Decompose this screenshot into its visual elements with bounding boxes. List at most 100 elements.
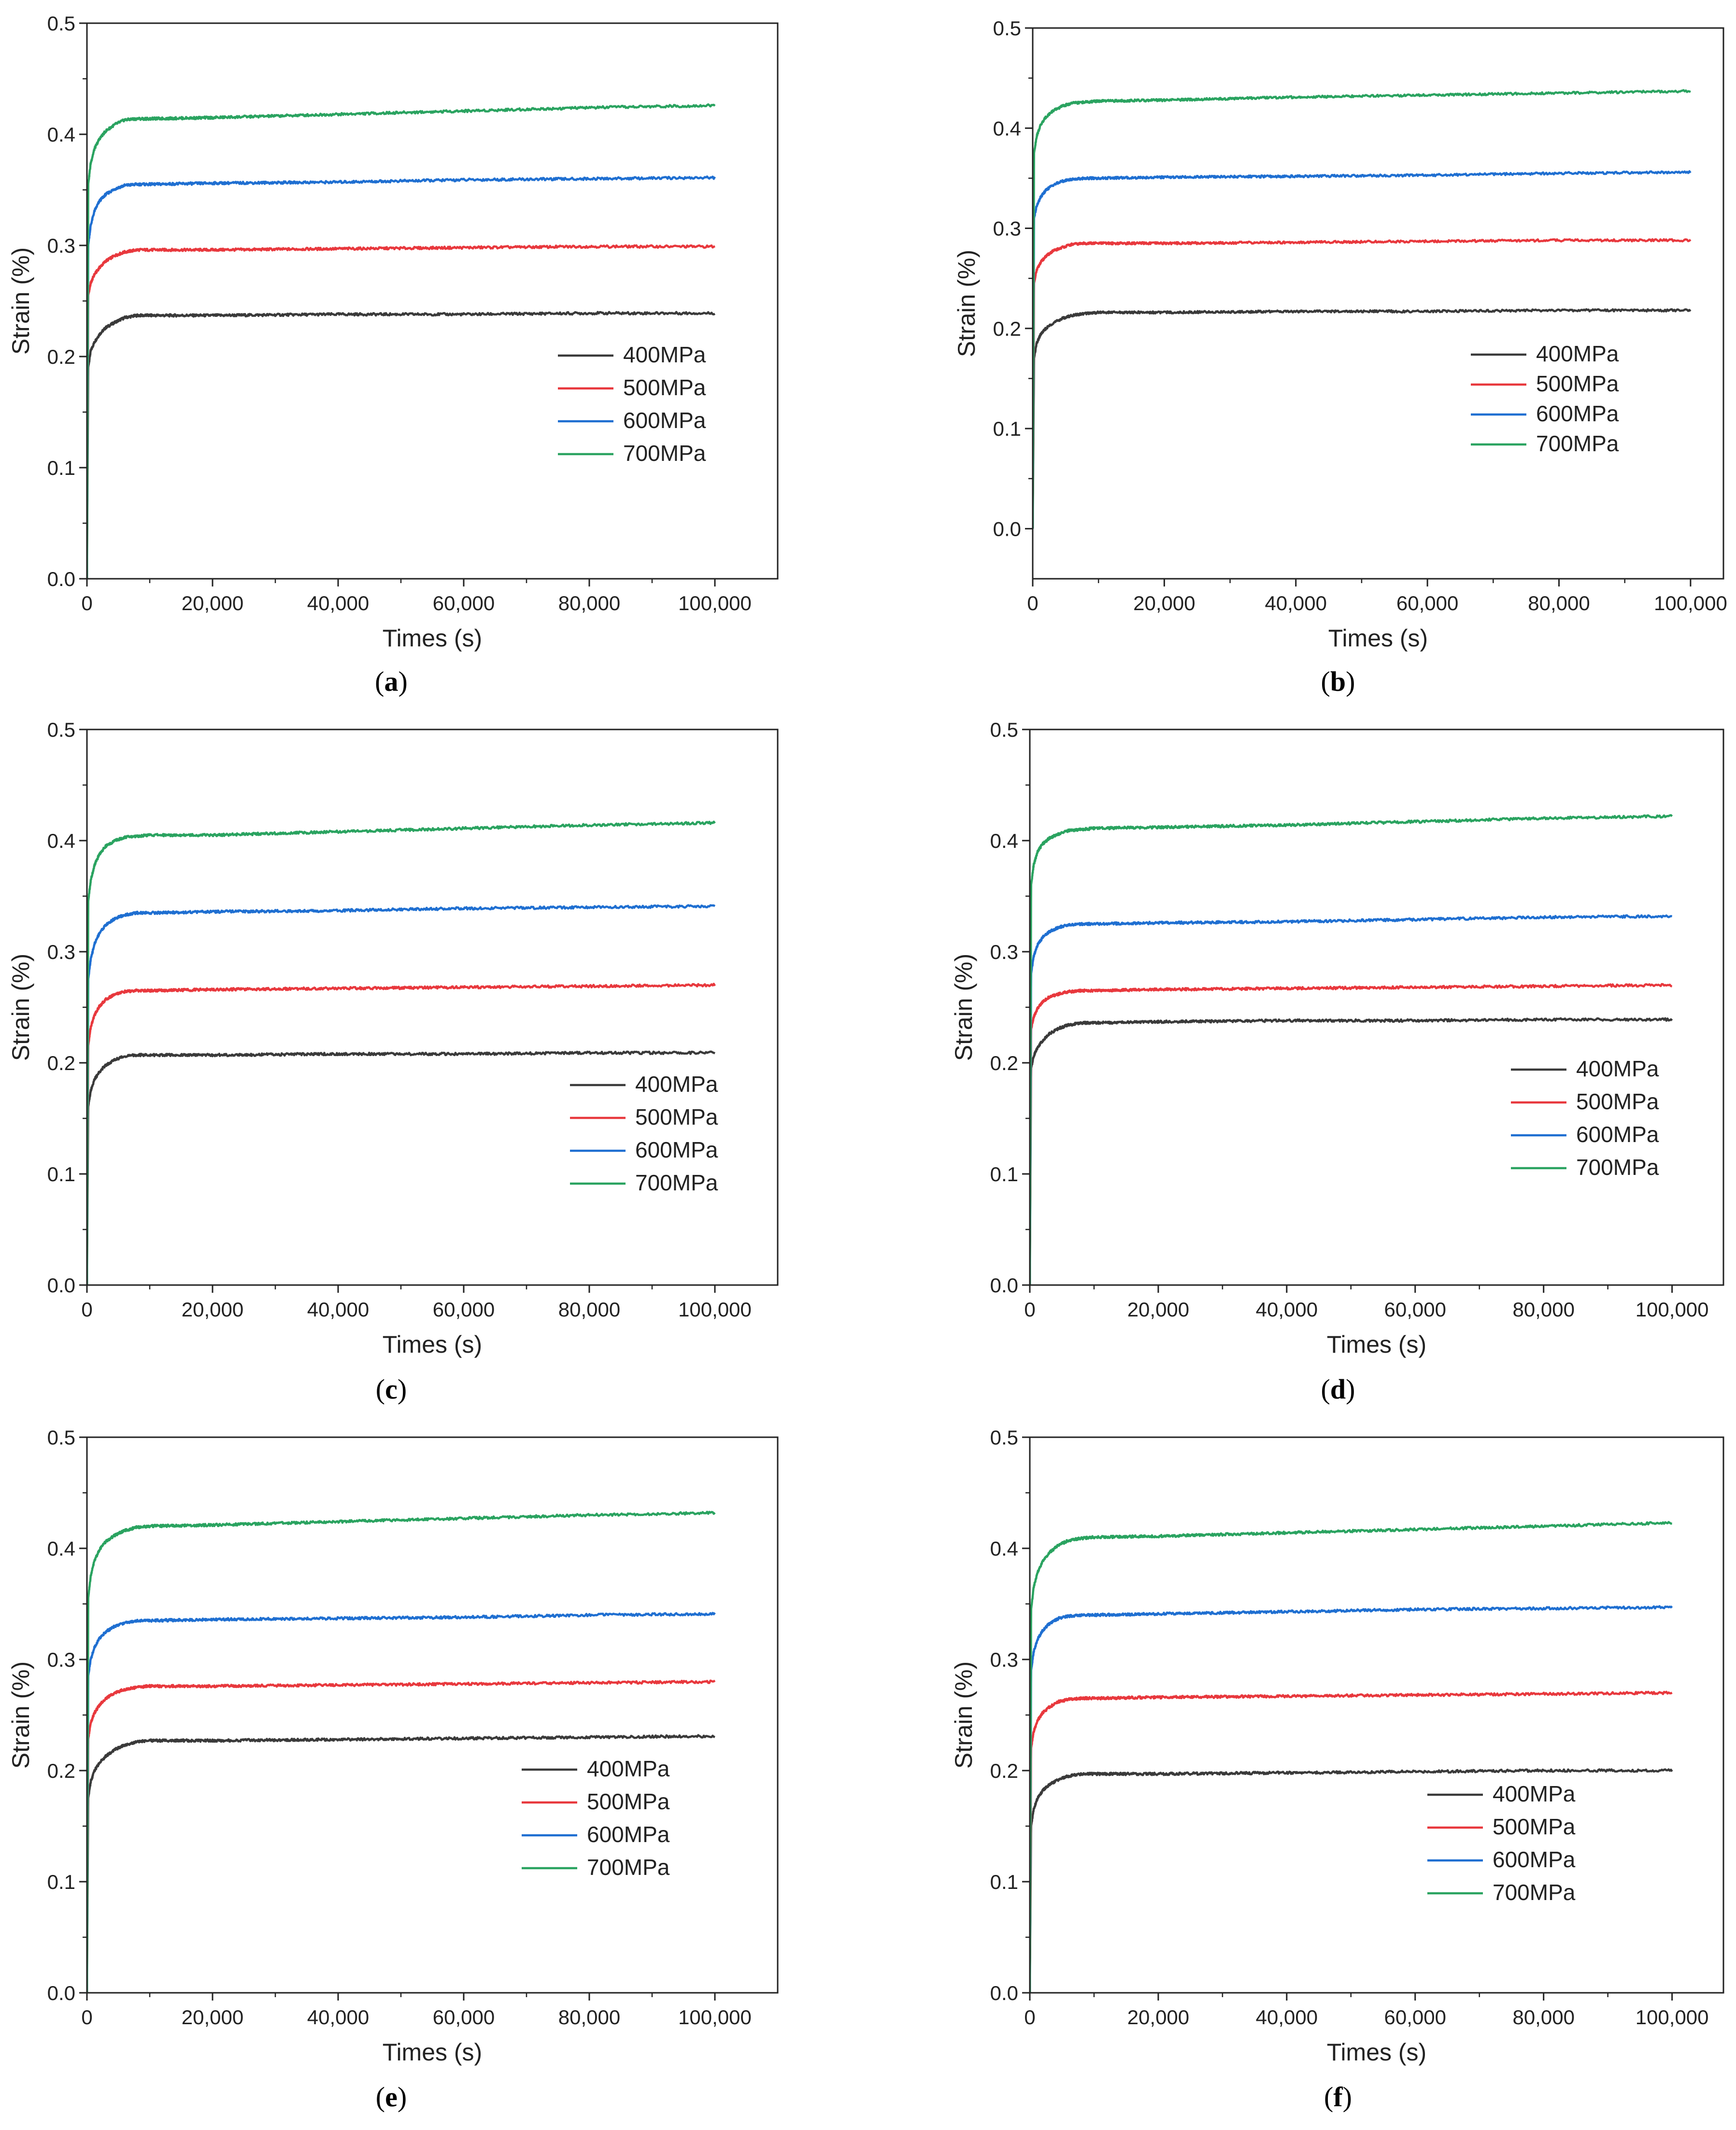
caption-letter: e	[385, 2081, 398, 2113]
series-group	[1033, 89, 1692, 529]
legend-label: 700MPa	[587, 1855, 670, 1880]
legend: 400MPa 500MPa 600MPa 700MPa	[522, 1756, 670, 1880]
caption-open-paren: (	[376, 2081, 385, 2113]
y-tick-label: 0.4	[47, 1537, 75, 1560]
x-tick-label: 20,000	[182, 1298, 243, 1321]
y-tick-label: 0.4	[990, 1537, 1018, 1560]
plot-frame	[1029, 729, 1724, 1286]
x-tick-label: 60,000	[1384, 2006, 1446, 2029]
chart-panel-a: 0 20,000 40,000 60,000 80,000 100,000 0.0 0.1 0.…	[7, 12, 779, 697]
y-tick-label: 0.5	[47, 12, 75, 35]
y-tick-label: 0.5	[990, 1426, 1018, 1449]
y-tick-label: 0.3	[990, 1648, 1018, 1671]
legend: 400MPa 500MPa 600MPa 700MPa	[1471, 341, 1619, 456]
y-tick-label: 0.1	[993, 417, 1021, 440]
x-tick-label: 60,000	[1396, 592, 1458, 615]
x-tick-label: 40,000	[1265, 592, 1327, 615]
legend-label: 600MPa	[623, 408, 706, 433]
y-axis-title: Strain (%)	[7, 247, 34, 355]
caption-letter: b	[1330, 666, 1346, 697]
legend-label: 500MPa	[587, 1789, 670, 1814]
x-tick-label: 100,000	[1654, 592, 1727, 615]
x-tick-label: 100,000	[678, 2006, 752, 2029]
legend-label: 400MPa	[623, 342, 706, 367]
y-tick-label: 0.4	[47, 829, 75, 852]
y-axis-title: Strain (%)	[950, 1661, 977, 1769]
series-line-600MPa	[87, 175, 716, 579]
y-tick-label: 0.2	[990, 1759, 1018, 1782]
series-line-400MPa	[1033, 308, 1692, 529]
series-group	[87, 103, 716, 579]
x-axis-title: Times (s)	[1327, 2039, 1426, 2066]
legend: 400MPa 500MPa 600MPa 700MPa	[1427, 1781, 1576, 1905]
chart-panel-e: 0 20,000 40,000 60,000 80,000 100,000 0.0 0.1 0.…	[7, 1426, 779, 2113]
y-tick-label: 0.0	[993, 517, 1021, 540]
caption-close-paren: )	[398, 1373, 407, 1405]
series-line-500MPa	[1033, 238, 1692, 529]
caption-letter: c	[385, 1373, 398, 1405]
x-axis-title: Times (s)	[383, 2039, 482, 2066]
y-tick-label: 0.0	[47, 1274, 75, 1297]
y-axis-title: Strain (%)	[953, 250, 980, 357]
chart-panel-f: 0 20,000 40,000 60,000 80,000 100,000 0.0 0.1 0.…	[950, 1426, 1724, 2113]
x-tick-label: 80,000	[1512, 1298, 1574, 1321]
y-tick-label: 0.3	[47, 941, 75, 963]
x-tick-label: 80,000	[558, 1298, 620, 1321]
caption-open-paren: (	[375, 666, 384, 697]
y-tick-label: 0.1	[47, 1871, 75, 1893]
series-line-500MPa	[87, 1679, 716, 1993]
plot-frame	[86, 729, 779, 1286]
x-tick-label: 20,000	[1133, 592, 1195, 615]
panel-caption: (e)	[376, 2081, 407, 2113]
x-axis-title: Times (s)	[383, 1331, 482, 1358]
legend-label: 600MPa	[587, 1822, 670, 1847]
y-axis-title: Strain (%)	[7, 1661, 34, 1769]
caption-letter: d	[1330, 1373, 1346, 1405]
legend-label: 600MPa	[1493, 1847, 1576, 1872]
plot-frame	[86, 1436, 779, 1994]
y-tick-label: 0.1	[990, 1871, 1018, 1893]
series-line-700MPa	[1033, 89, 1691, 529]
legend-label: 700MPa	[1576, 1155, 1659, 1180]
legend-label: 500MPa	[635, 1104, 718, 1129]
x-axis-title: Times (s)	[1327, 1331, 1426, 1358]
x-tick-label: 100,000	[1636, 2006, 1709, 2029]
legend: 400MPa 500MPa 600MPa 700MPa	[570, 1072, 718, 1195]
y-tick-label: 0.4	[993, 117, 1021, 140]
y-tick-label: 0.2	[993, 317, 1021, 340]
caption-letter: a	[384, 666, 398, 697]
legend-label: 600MPa	[635, 1137, 718, 1162]
x-tick-label: 40,000	[307, 592, 369, 615]
series-line-700MPa	[87, 820, 716, 1285]
series-line-500MPa	[1030, 1690, 1673, 1993]
x-tick-label: 80,000	[1512, 2006, 1574, 2029]
x-axis-title: Times (s)	[1328, 625, 1428, 652]
x-tick-label: 100,000	[1636, 1298, 1709, 1321]
series-line-400MPa	[1030, 1768, 1673, 1993]
x-tick-label: 60,000	[1384, 1298, 1446, 1321]
y-tick-label: 0.2	[47, 1759, 75, 1782]
x-tick-label: 0	[1027, 592, 1038, 615]
x-tick-label: 0	[81, 1298, 92, 1321]
x-tick-label: 0	[81, 592, 92, 615]
legend-label: 600MPa	[1576, 1122, 1659, 1147]
y-tick-label: 0.2	[47, 345, 75, 368]
chart-panel-c: 0 20,000 40,000 60,000 80,000 100,000 0.0 0.1 0.…	[7, 718, 779, 1405]
chart-panel-b: 0 20,000 40,000 60,000 80,000 100,000 0.0 0.1 0.…	[953, 17, 1727, 697]
x-tick-label: 40,000	[1256, 2006, 1318, 2029]
x-tick-label: 0	[81, 2006, 92, 2029]
legend-label: 600MPa	[1536, 401, 1619, 426]
series-line-600MPa	[1030, 1605, 1673, 1993]
y-tick-label: 0.0	[47, 1982, 75, 2004]
y-tick-label: 0.4	[990, 829, 1018, 852]
caption-close-paren: )	[398, 2081, 407, 2113]
y-axis-title: Strain (%)	[950, 954, 977, 1061]
y-tick-label: 0.3	[990, 941, 1018, 963]
x-tick-label: 20,000	[1127, 2006, 1189, 2029]
caption-open-paren: (	[376, 1373, 385, 1405]
panel-caption: (d)	[1321, 1373, 1355, 1405]
legend-label: 700MPa	[1536, 431, 1619, 456]
series-group	[1030, 814, 1673, 1285]
legend: 400MPa 500MPa 600MPa 700MPa	[558, 342, 706, 466]
legend-label: 400MPa	[635, 1072, 718, 1097]
